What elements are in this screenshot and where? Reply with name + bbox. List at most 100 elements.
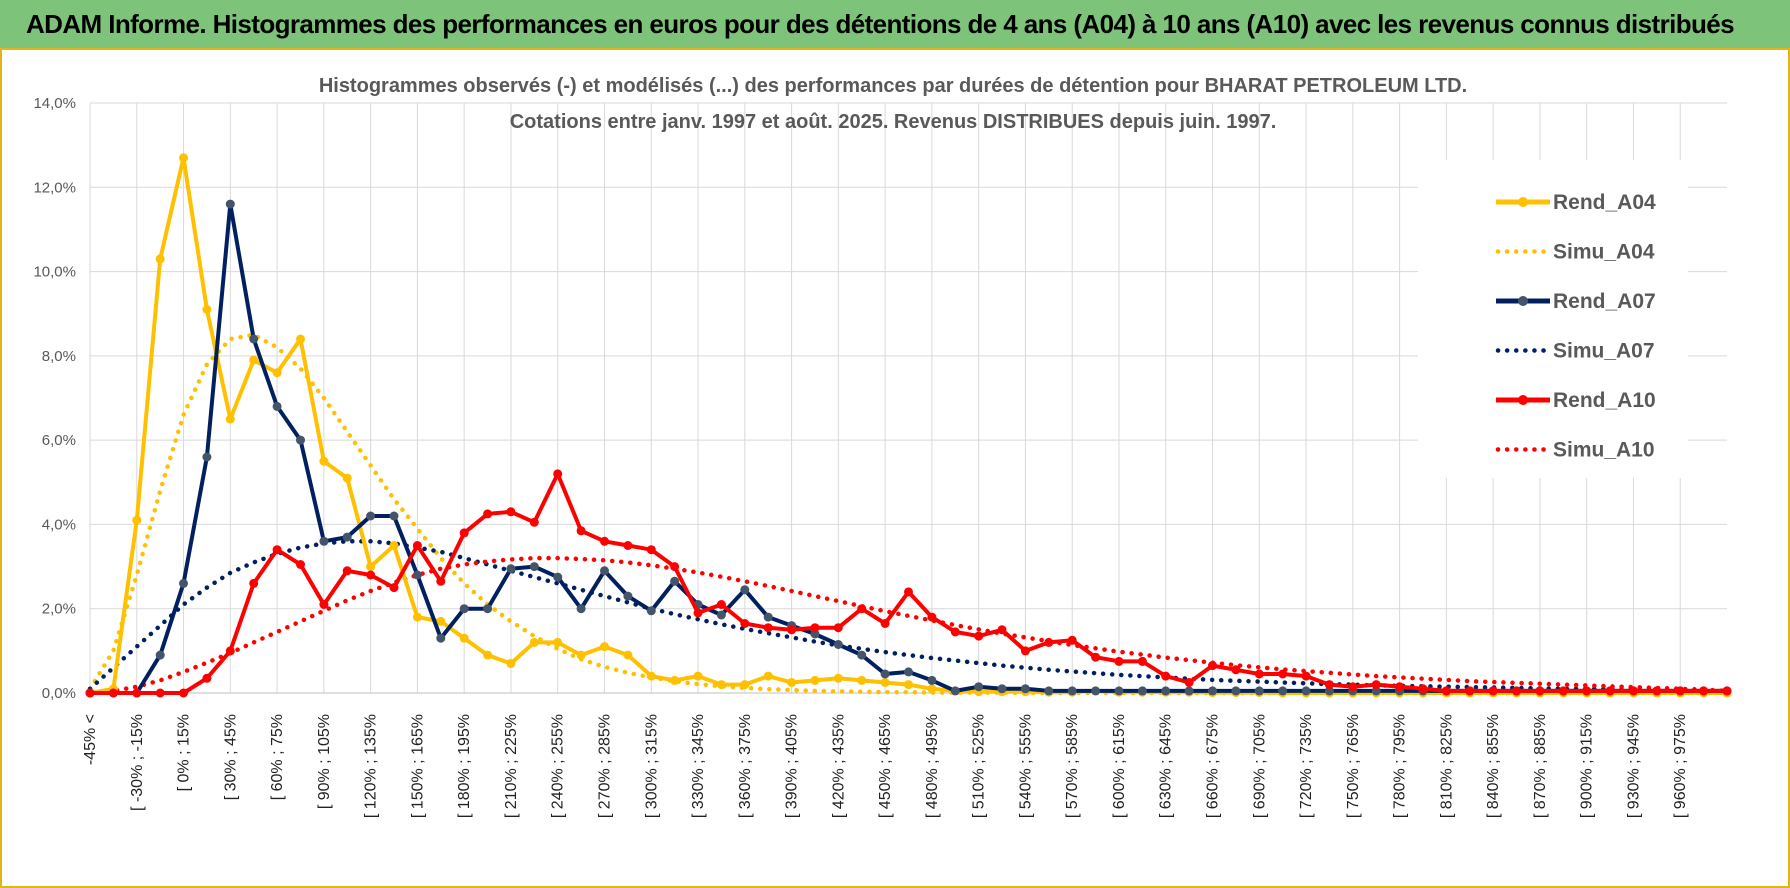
data-point [1091,652,1101,662]
data-point [974,631,984,641]
x-tick-label: -45% < [82,714,99,765]
data-point [1512,686,1521,696]
data-point [342,473,352,483]
data-point [319,536,329,546]
data-point [1488,686,1498,696]
data-point [202,673,212,683]
x-tick-label: [ 360% ; 375% [737,714,754,818]
data-point [716,680,726,690]
data-point [600,566,609,576]
y-tick-label: 8,0% [42,348,76,365]
data-point [483,509,493,519]
data-point [1371,686,1381,696]
x-tick-label: [ 450% ; 465% [877,714,894,818]
data-point [600,536,609,546]
data-point [646,671,656,681]
legend-item-simu-a10: Simu_A10 [1495,439,1655,462]
data-point [529,517,539,527]
data-point [1418,684,1428,694]
data-point [132,515,142,525]
x-tick-label: [ 900% ; 915% [1579,714,1596,818]
data-point [1020,646,1030,656]
data-point [763,612,773,622]
data-point [997,684,1007,694]
data-point [1161,671,1171,681]
data-point [155,688,165,698]
data-point [459,604,469,614]
data-point [529,637,539,647]
data-point [155,254,165,264]
data-point [623,541,633,550]
y-tick-label: 10,0% [33,264,76,281]
data-point [763,671,773,681]
data-point [85,688,95,698]
x-tick-label: [ 300% ; 315% [643,714,660,818]
data-point [787,625,797,635]
x-tick-label: [ 60% ; 75% [269,714,286,800]
data-point [132,688,142,698]
data-point [740,680,750,690]
data-point [436,633,446,643]
data-point [693,608,703,618]
data-point [296,435,305,445]
data-point [529,562,539,572]
data-point [272,545,282,555]
data-point [1278,686,1288,696]
data-point [950,686,960,696]
data-point [459,528,469,538]
x-tick-label: [ 510% ; 525% [971,714,988,818]
data-point [366,562,376,572]
legend-item-simu-a04: Simu_A04 [1495,241,1655,264]
data-point [576,650,586,660]
data-point [296,560,305,569]
x-tick-label: [ 180% ; 195% [456,714,473,818]
data-point [1067,635,1077,645]
x-tick-label: [ 810% ; 825% [1438,714,1455,818]
x-tick-label: [ 630% ; 645% [1158,714,1175,818]
data-point [296,334,305,344]
data-point [880,678,890,687]
data-point [1675,686,1685,696]
x-tick-label: [ 960% ; 975% [1672,714,1689,818]
data-point [1465,686,1475,696]
data-point [880,619,890,628]
data-point [483,604,493,614]
data-point [904,587,913,597]
data-point [974,682,984,692]
data-point [670,562,680,572]
legend-item-rend-a07: Rend_A07 [1496,290,1656,313]
data-point [623,591,633,601]
data-point [693,671,703,681]
data-point [857,604,867,614]
data-point [272,368,282,378]
x-tick-label: [ 690% ; 705% [1251,714,1268,818]
data-point [880,669,890,679]
data-point [366,511,376,521]
x-tick-label: [ 30% ; 45% [222,714,239,800]
x-tick-label: [ 780% ; 795% [1392,714,1409,818]
data-point [506,507,516,517]
legend-label: Simu_A04 [1553,241,1655,264]
data-point [412,612,422,622]
chart-title-line-1: Histogrammes observés (-) et modélisés (… [319,75,1467,97]
data-point [1301,671,1311,681]
data-point [202,305,212,314]
x-tick-label: [ 0% ; 15% [176,714,193,791]
data-point [506,659,516,668]
data-point [857,650,867,660]
x-tick-label: [ 270% ; 285% [596,714,613,818]
data-point [1067,686,1077,696]
data-point [833,623,843,633]
report-title: ADAM Informe. Histogrammes des performan… [26,9,1735,39]
y-tick-label: 2,0% [42,601,76,618]
data-point [927,684,937,694]
y-tick-label: 12,0% [33,179,76,196]
data-point [927,612,937,622]
data-point [1722,686,1732,696]
data-point [249,334,259,344]
y-tick-label: 0,0% [42,685,76,702]
data-point [1395,682,1405,692]
data-point [600,642,609,652]
data-point [763,623,773,633]
